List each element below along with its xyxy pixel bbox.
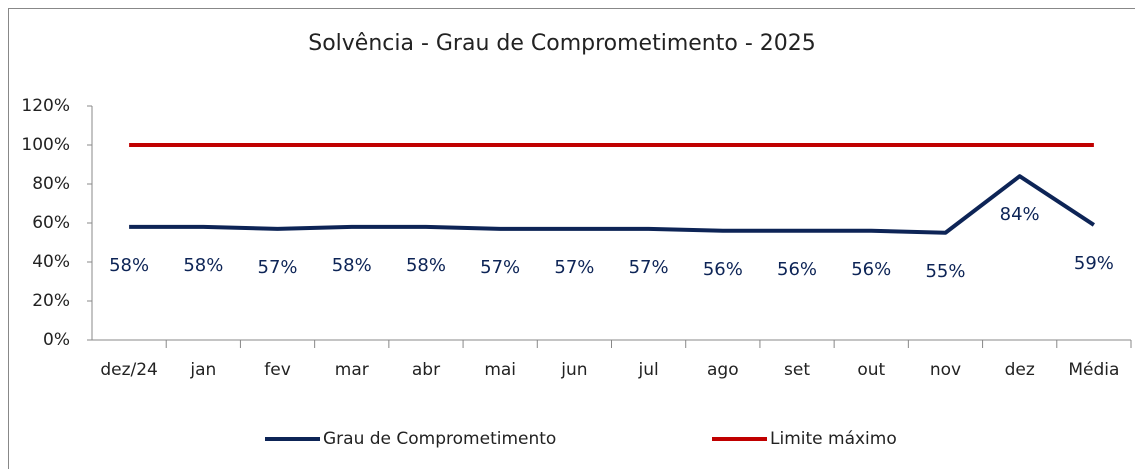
x-tick-label: out bbox=[857, 360, 885, 380]
x-tick-label: mar bbox=[335, 360, 369, 380]
data-label: 56% bbox=[777, 259, 817, 280]
x-tick-label: fev bbox=[264, 360, 291, 380]
legend-label: Limite máximo bbox=[770, 429, 897, 449]
data-label: 57% bbox=[480, 257, 520, 278]
y-tick-label: 100% bbox=[21, 135, 70, 155]
y-tick-label: 120% bbox=[21, 96, 70, 116]
data-label: 57% bbox=[554, 257, 594, 278]
data-label: 57% bbox=[258, 257, 298, 278]
data-label: 58% bbox=[406, 255, 446, 276]
y-tick-label: 60% bbox=[32, 213, 70, 233]
x-tick-label: ago bbox=[707, 360, 739, 380]
data-label: 56% bbox=[851, 259, 891, 280]
chart-title: Solvência - Grau de Comprometimento - 20… bbox=[308, 31, 816, 56]
x-tick-label: dez/24 bbox=[100, 360, 158, 380]
y-tick-label: 0% bbox=[43, 330, 70, 350]
x-tick-label: nov bbox=[930, 360, 961, 380]
x-tick-label: set bbox=[784, 360, 810, 380]
x-tick-label: jun bbox=[560, 360, 587, 380]
data-label: 56% bbox=[703, 259, 743, 280]
y-tick-label: 80% bbox=[32, 174, 70, 194]
x-tick-label: jan bbox=[189, 360, 216, 380]
x-tick-label: abr bbox=[412, 360, 440, 380]
data-label: 58% bbox=[183, 255, 223, 276]
x-tick-label: dez bbox=[1005, 360, 1035, 380]
data-label: 84% bbox=[1000, 204, 1040, 225]
x-tick-label: jul bbox=[637, 360, 658, 380]
chart-border bbox=[8, 8, 1135, 469]
data-label: 58% bbox=[109, 255, 149, 276]
y-tick-label: 20% bbox=[32, 291, 70, 311]
series-line bbox=[129, 174, 1095, 235]
x-tick-label: mai bbox=[484, 360, 516, 380]
x-tick-label: Média bbox=[1068, 360, 1119, 380]
data-label: 59% bbox=[1074, 253, 1114, 274]
data-label: 57% bbox=[629, 257, 669, 278]
data-label: 55% bbox=[925, 261, 965, 282]
legend-label: Grau de Comprometimento bbox=[323, 429, 556, 449]
y-tick-label: 40% bbox=[32, 252, 70, 272]
data-label: 58% bbox=[332, 255, 372, 276]
